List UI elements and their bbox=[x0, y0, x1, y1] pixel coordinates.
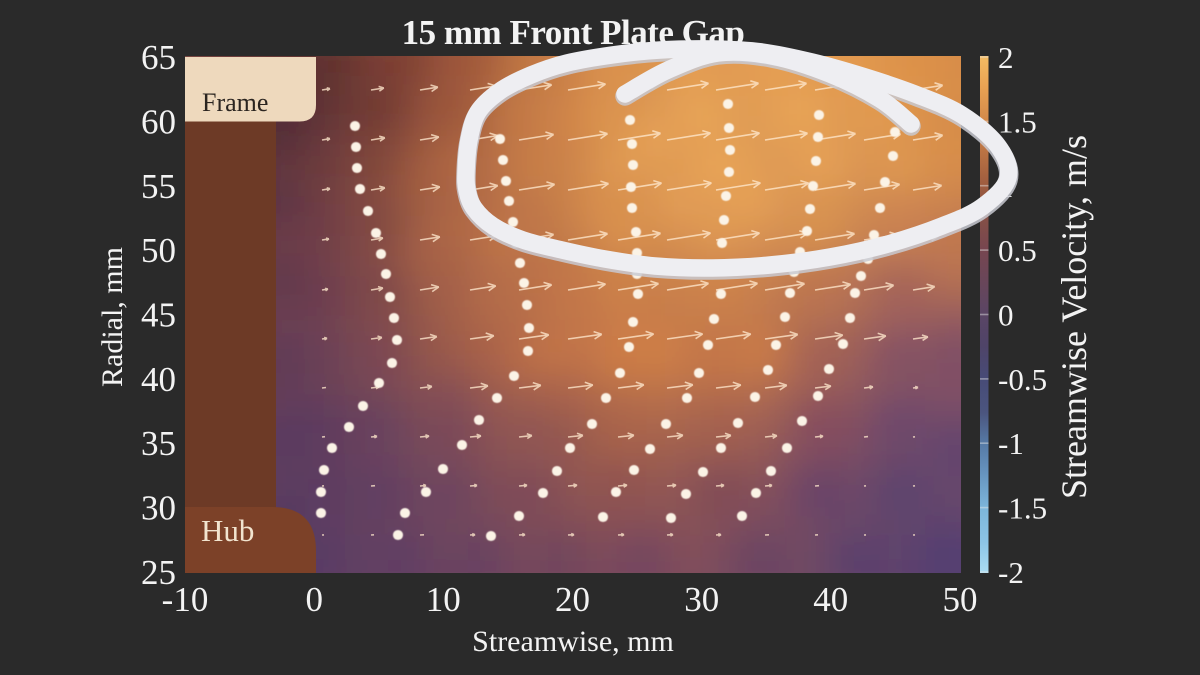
svg-text:Streamwise Velocity, m/s: Streamwise Velocity, m/s bbox=[1054, 135, 1094, 499]
svg-text:20: 20 bbox=[555, 580, 590, 619]
svg-text:-1: -1 bbox=[998, 426, 1024, 461]
svg-text:Streamwise, mm: Streamwise, mm bbox=[472, 625, 674, 658]
svg-text:40: 40 bbox=[813, 580, 848, 619]
svg-text:-2: -2 bbox=[998, 555, 1024, 590]
svg-text:30: 30 bbox=[141, 489, 176, 528]
svg-text:40: 40 bbox=[141, 360, 176, 399]
svg-text:Frame: Frame bbox=[202, 88, 268, 117]
svg-text:2: 2 bbox=[998, 40, 1014, 75]
svg-text:25: 25 bbox=[141, 553, 176, 592]
svg-text:1.5: 1.5 bbox=[998, 104, 1037, 139]
svg-text:55: 55 bbox=[141, 167, 176, 206]
svg-text:0: 0 bbox=[998, 298, 1014, 333]
svg-text:30: 30 bbox=[684, 580, 719, 619]
svg-text:-0.5: -0.5 bbox=[998, 362, 1047, 397]
svg-text:-10: -10 bbox=[162, 580, 209, 619]
svg-text:-1.5: -1.5 bbox=[998, 491, 1047, 526]
svg-text:60: 60 bbox=[141, 102, 176, 141]
svg-text:50: 50 bbox=[943, 580, 978, 619]
svg-text:0.5: 0.5 bbox=[998, 233, 1037, 268]
svg-text:Radial, mm: Radial, mm bbox=[96, 247, 129, 387]
svg-text:35: 35 bbox=[141, 424, 176, 463]
svg-text:Hub: Hub bbox=[201, 513, 254, 548]
svg-text:45: 45 bbox=[141, 296, 176, 335]
svg-text:50: 50 bbox=[141, 231, 176, 270]
svg-text:65: 65 bbox=[141, 38, 176, 77]
svg-text:0: 0 bbox=[305, 580, 323, 619]
svg-text:10: 10 bbox=[426, 580, 461, 619]
